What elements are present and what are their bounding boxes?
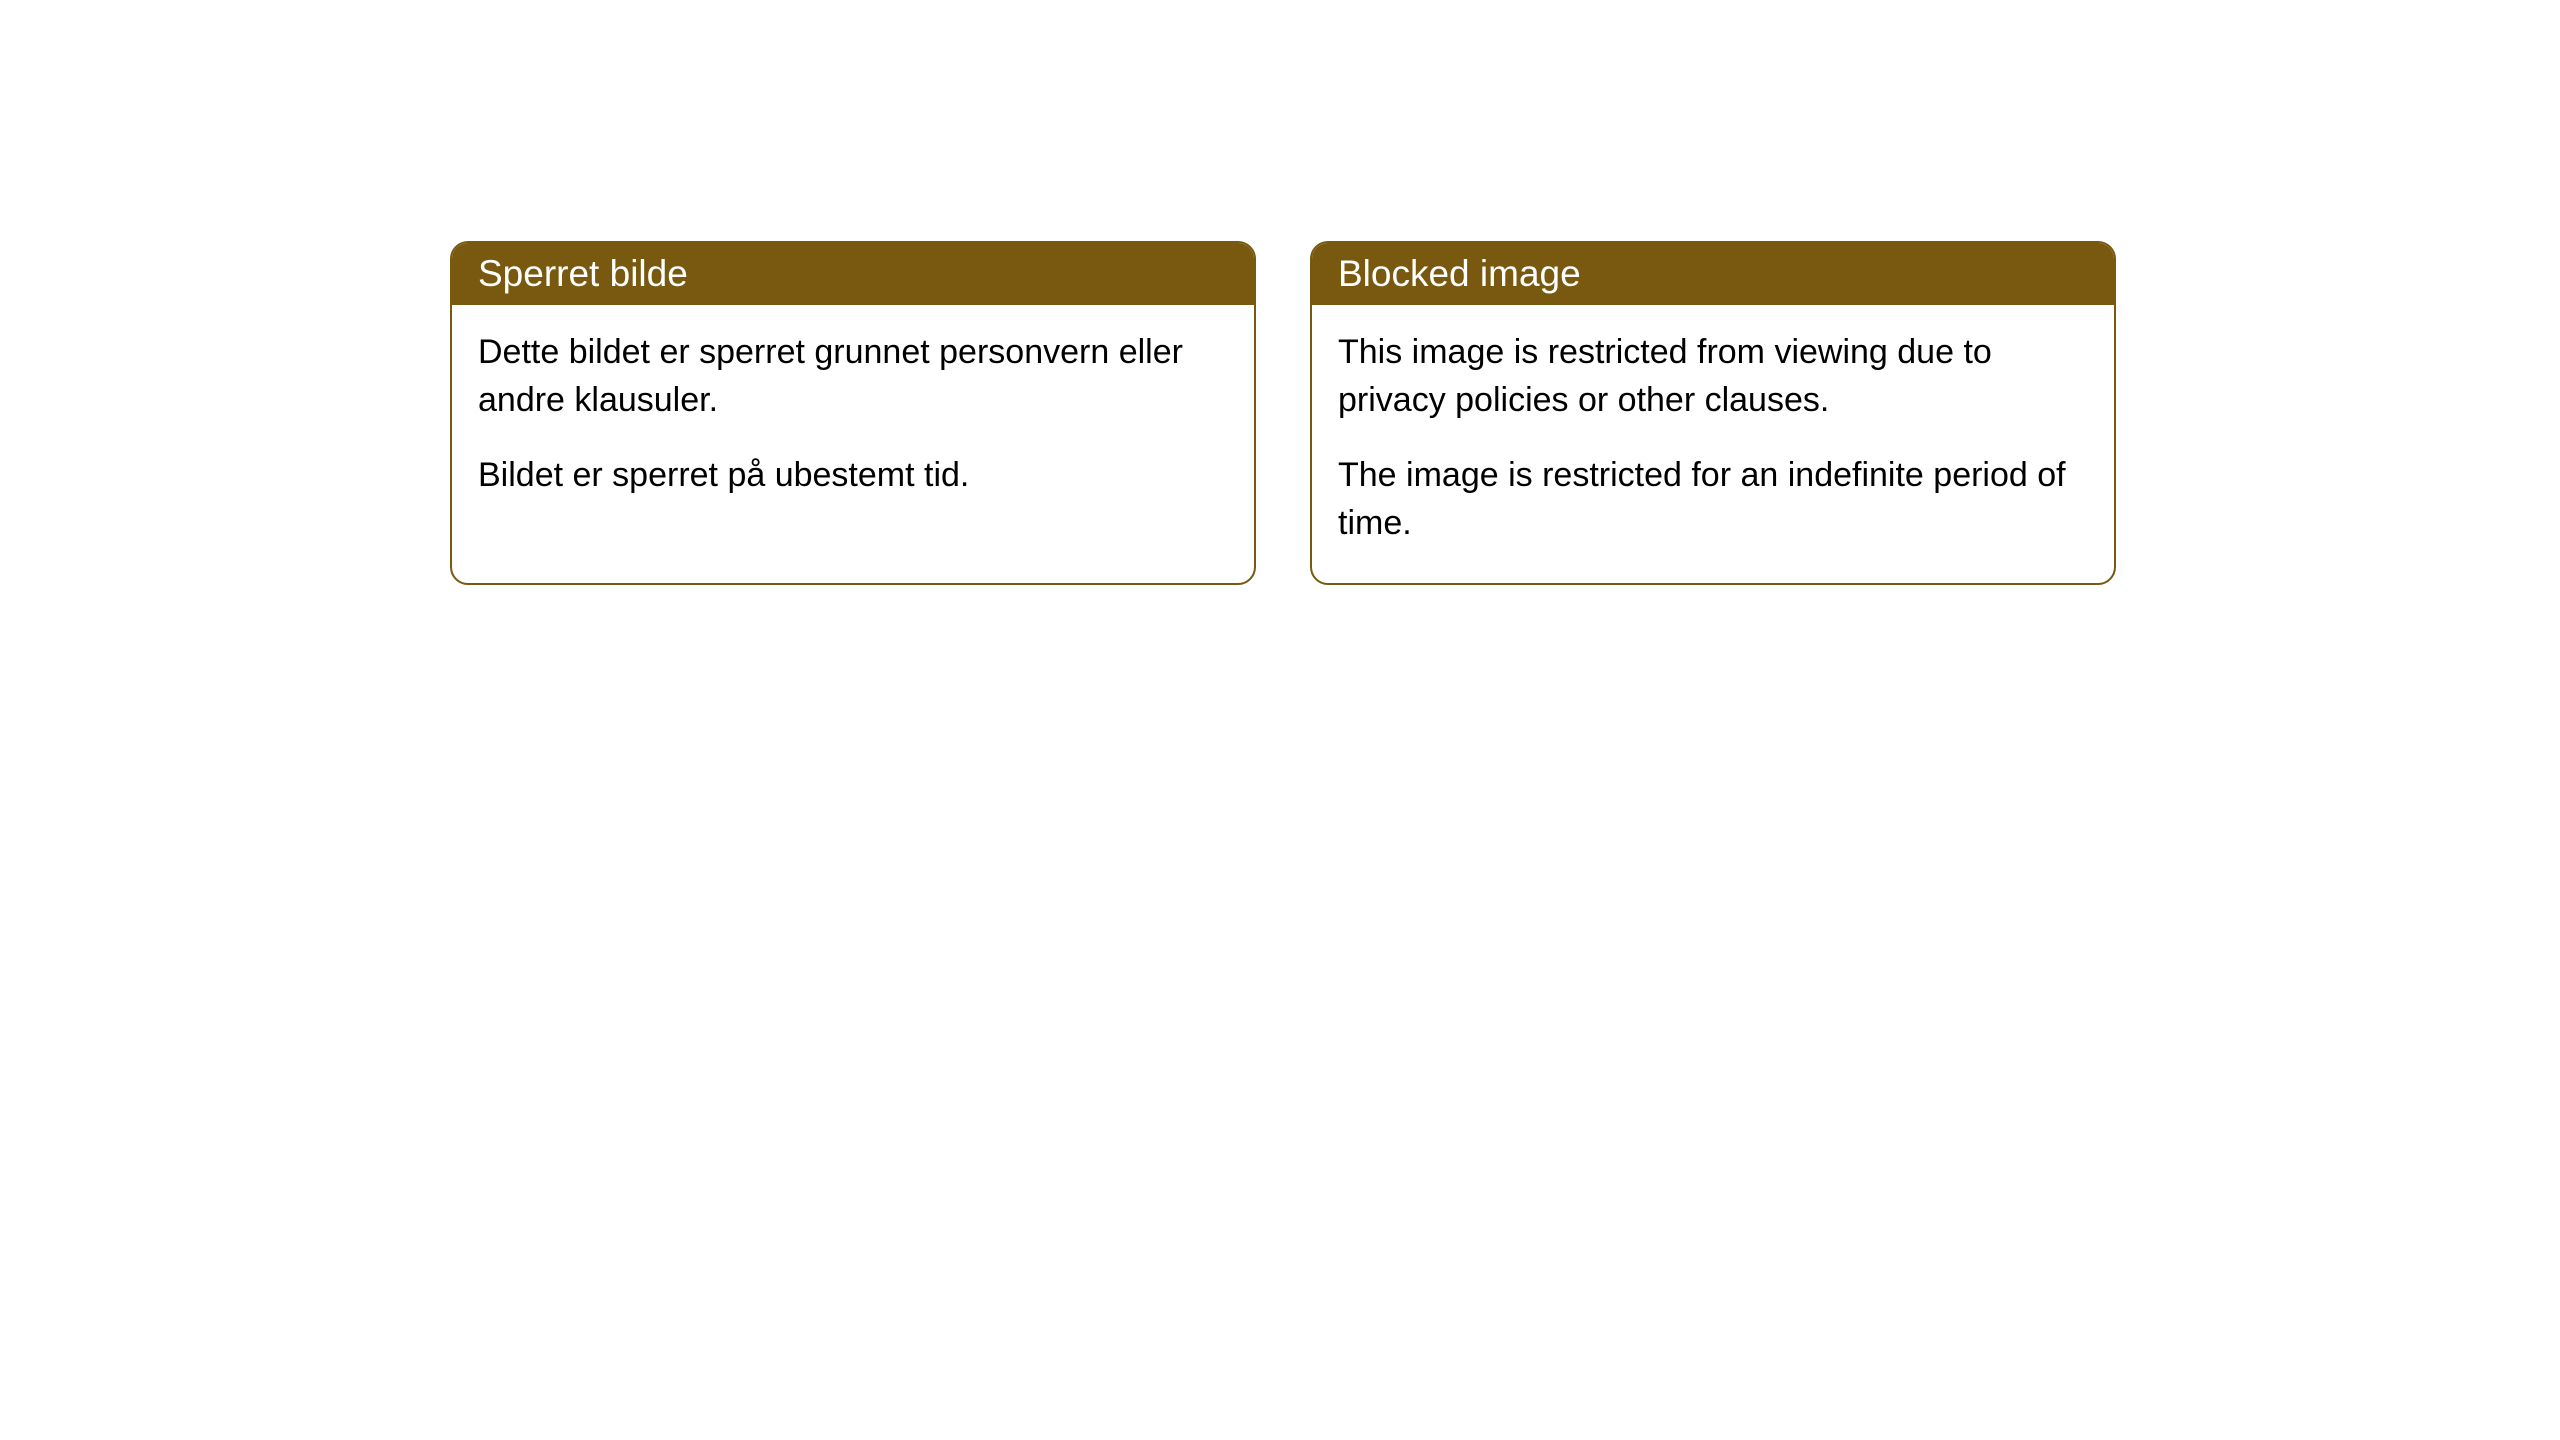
card-paragraph: This image is restricted from viewing du… — [1338, 329, 2088, 424]
card-paragraph: Dette bildet er sperret grunnet personve… — [478, 329, 1228, 424]
card-header-english: Blocked image — [1312, 243, 2114, 305]
card-body-english: This image is restricted from viewing du… — [1312, 305, 2114, 583]
card-paragraph: Bildet er sperret på ubestemt tid. — [478, 452, 1228, 500]
cards-container: Sperret bilde Dette bildet er sperret gr… — [450, 241, 2116, 585]
card-title: Blocked image — [1338, 253, 1581, 294]
blocked-image-card-english: Blocked image This image is restricted f… — [1310, 241, 2116, 585]
card-body-norwegian: Dette bildet er sperret grunnet personve… — [452, 305, 1254, 536]
blocked-image-card-norwegian: Sperret bilde Dette bildet er sperret gr… — [450, 241, 1256, 585]
card-title: Sperret bilde — [478, 253, 688, 294]
card-paragraph: The image is restricted for an indefinit… — [1338, 452, 2088, 547]
card-header-norwegian: Sperret bilde — [452, 243, 1254, 305]
